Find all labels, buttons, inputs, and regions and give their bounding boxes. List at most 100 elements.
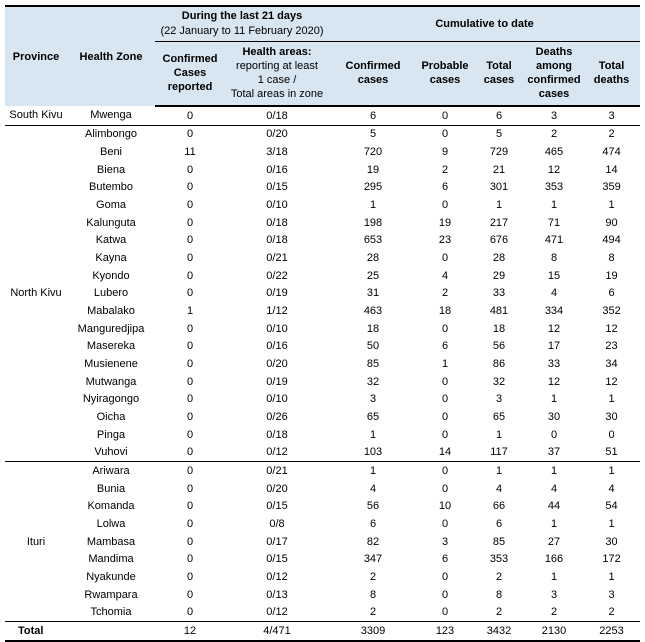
province-cell: North Kivu [5,124,67,462]
probable-cases-cell: 2 [441,163,449,176]
total-cases-cell: 2 [495,570,503,583]
deaths-confirmed-cell: 33 [547,358,561,371]
confirmed-cases-cell: 653 [363,234,383,247]
health-zone-cell: Beni [99,146,123,159]
health-zone-cell: Nyiragongo [82,393,140,406]
total-deaths-cell: 3 [608,109,615,122]
total-deaths-cell: 6 [608,287,615,300]
group-header-cumulative: Cumulative to date [329,6,641,42]
deaths-confirmed-cell: 1 [550,570,558,583]
deaths-confirmed-cell: 1 [550,393,558,406]
total-cases-cell: 21 [492,163,506,176]
deaths-confirmed-cell: 1 [550,199,558,212]
health-zone-cell: Katwa [95,234,127,247]
confirmed-cases-cell: 18 [366,322,380,335]
probable-cases-cell: 0 [441,322,449,335]
total-deaths-cell: 12 [605,322,618,335]
probable-cases-cell: 19 [438,216,452,229]
total-probable-cases-cell: 123 [417,621,473,641]
confirmed-reported-cell: 0 [186,375,194,388]
health-zone-cell: Vuhovi [94,446,128,459]
confirmed-reported-cell: 0 [186,588,194,601]
column-header-total-deaths: Total deaths [583,41,641,107]
health-zone-cell: Mwenga [90,109,132,122]
health-zone-cell: Kalunguta [86,216,136,229]
ebola-situation-table: Province Health Zone During the last 21 … [5,5,641,642]
total-deaths-cell: 352 [602,305,621,318]
table-row: Goma 0 0/10 1 0 1 1 1 [5,196,640,214]
table-row: Lolwa 0 0/8 6 0 6 1 1 [5,515,640,533]
total-deaths-cell: 1 [583,461,641,480]
total-cases-cell: 1 [473,461,525,480]
total-total-cases-cell: 3432 [473,621,525,641]
total-cases-cell: 353 [489,553,509,566]
confirmed-cases-cell: 6 [369,517,377,530]
total-cases-cell: 65 [492,410,506,423]
probable-cases-cell: 0 [441,109,449,122]
health-zone-cell: Komanda [87,500,135,513]
total-deaths-cell: 359 [602,181,621,194]
confirmed-cases-cell: 32 [366,375,380,388]
confirmed-reported-cell: 0 [186,482,194,495]
deaths-confirmed-cell: 12 [547,163,561,176]
confirmed-cases-cell: 720 [363,146,383,159]
total-cases-cell: 8 [495,588,503,601]
confirmed-reported-cell: 0 [186,181,194,194]
health-zone-cell: Butembo [88,181,134,194]
confirmed-cases-cell: 463 [363,305,383,318]
total-deaths-cell: 30 [605,535,618,548]
health-areas-cell: 0/12 [266,570,288,583]
health-areas-cell: 0/19 [266,287,288,300]
health-areas-cell: 0/21 [225,461,329,480]
confirmed-reported-cell: 0 [186,287,194,300]
table-row: Kalunguta 0 0/18 198 19 217 71 90 [5,214,640,232]
health-zone-cell: Masereka [86,340,136,353]
total-deaths-cell: 23 [605,340,618,353]
health-areas-cell: 0/26 [266,410,288,423]
total-cases-cell: 6 [495,109,503,122]
health-zone-cell: Kayna [95,252,127,265]
total-cases-cell: 3 [495,393,503,406]
health-zone-cell: Nyakunde [86,570,136,583]
total-cases-cell: 2 [495,606,503,619]
probable-cases-cell: 4 [441,269,449,282]
table-row: Butembo 0 0/15 295 6 301 353 359 [5,179,640,197]
total-deaths-cell: 8 [608,252,615,265]
confirmed-reported-cell: 0 [186,340,194,353]
health-zone-cell: Lubero [93,287,129,300]
confirmed-reported-cell: 0 [186,252,194,265]
health-zone-cell: Kyondo [92,269,130,282]
total-cases-cell: 85 [492,535,506,548]
province-cell: South Kivu [9,109,63,122]
probable-cases-cell: 23 [438,234,452,247]
probable-cases-cell: 0 [441,393,449,406]
total-health-areas-cell: 4/471 [225,621,329,641]
total-deaths-cell: 30 [605,410,618,423]
group-header-last-21-days-title: During the last 21 days [181,9,303,22]
deaths-confirmed-cell: 27 [547,535,561,548]
table-row: Bunia 0 0/20 4 0 4 4 4 [5,480,640,498]
ebola-situation-table-wrap: Province Health Zone During the last 21 … [5,5,641,642]
deaths-confirmed-cell: 71 [547,216,561,229]
confirmed-reported-cell: 0 [186,500,194,513]
health-areas-cell: 0/10 [266,322,288,335]
confirmed-cases-cell: 6 [369,109,377,122]
health-areas-subtitle: reporting at least 1 case / Total areas … [230,60,324,101]
confirmed-cases-cell: 82 [366,535,380,548]
total-deaths-cell: 51 [605,446,618,459]
column-header-deaths-confirmed: Deaths among confirmed cases [525,41,583,107]
confirmed-cases-cell: 19 [366,163,380,176]
deaths-confirmed-cell: 0 [550,428,558,441]
confirmed-reported-cell: 0 [186,163,194,176]
probable-cases-cell: 0 [441,199,449,212]
deaths-confirmed-cell: 30 [547,410,561,423]
confirmed-cases-cell: 8 [369,588,377,601]
confirmed-reported-cell: 0 [186,410,194,423]
total-deaths-cell: 172 [602,553,621,566]
health-zone-cell: Musienene [84,358,138,371]
header-sub-row: Confirmed Cases reported Health areas: r… [5,41,641,107]
confirmed-reported-cell: 0 [155,461,225,480]
confirmed-cases-cell: 28 [366,252,380,265]
total-label-cell: Total [5,621,155,641]
confirmed-reported-cell: 0 [186,358,194,371]
